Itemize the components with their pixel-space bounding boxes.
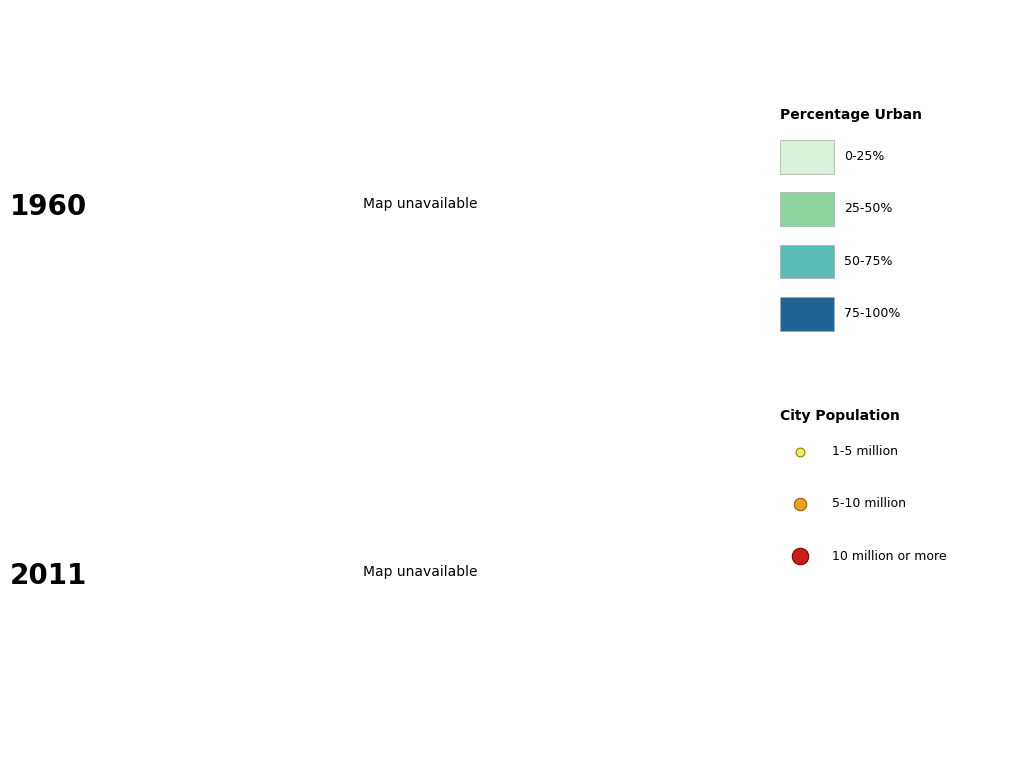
Text: Map unavailable: Map unavailable [362, 197, 477, 210]
Text: 0-25%: 0-25% [844, 151, 885, 163]
Text: 25-50%: 25-50% [844, 203, 893, 215]
FancyBboxPatch shape [780, 244, 835, 278]
Text: 2011: 2011 [10, 562, 87, 590]
Text: 50-75%: 50-75% [844, 255, 893, 267]
FancyBboxPatch shape [780, 140, 835, 174]
Point [792, 445, 808, 458]
Text: 1-5 million: 1-5 million [831, 445, 898, 458]
FancyBboxPatch shape [780, 296, 835, 330]
Point [792, 498, 808, 510]
Text: 1960: 1960 [10, 194, 87, 221]
Text: 5-10 million: 5-10 million [831, 498, 906, 510]
Text: City Population: City Population [780, 409, 900, 422]
Text: 10 million or more: 10 million or more [831, 550, 946, 562]
Point [792, 550, 808, 562]
Text: Percentage Urban: Percentage Urban [780, 108, 923, 121]
FancyBboxPatch shape [780, 192, 835, 226]
Text: Map unavailable: Map unavailable [362, 565, 477, 579]
Text: 75-100%: 75-100% [844, 307, 900, 319]
